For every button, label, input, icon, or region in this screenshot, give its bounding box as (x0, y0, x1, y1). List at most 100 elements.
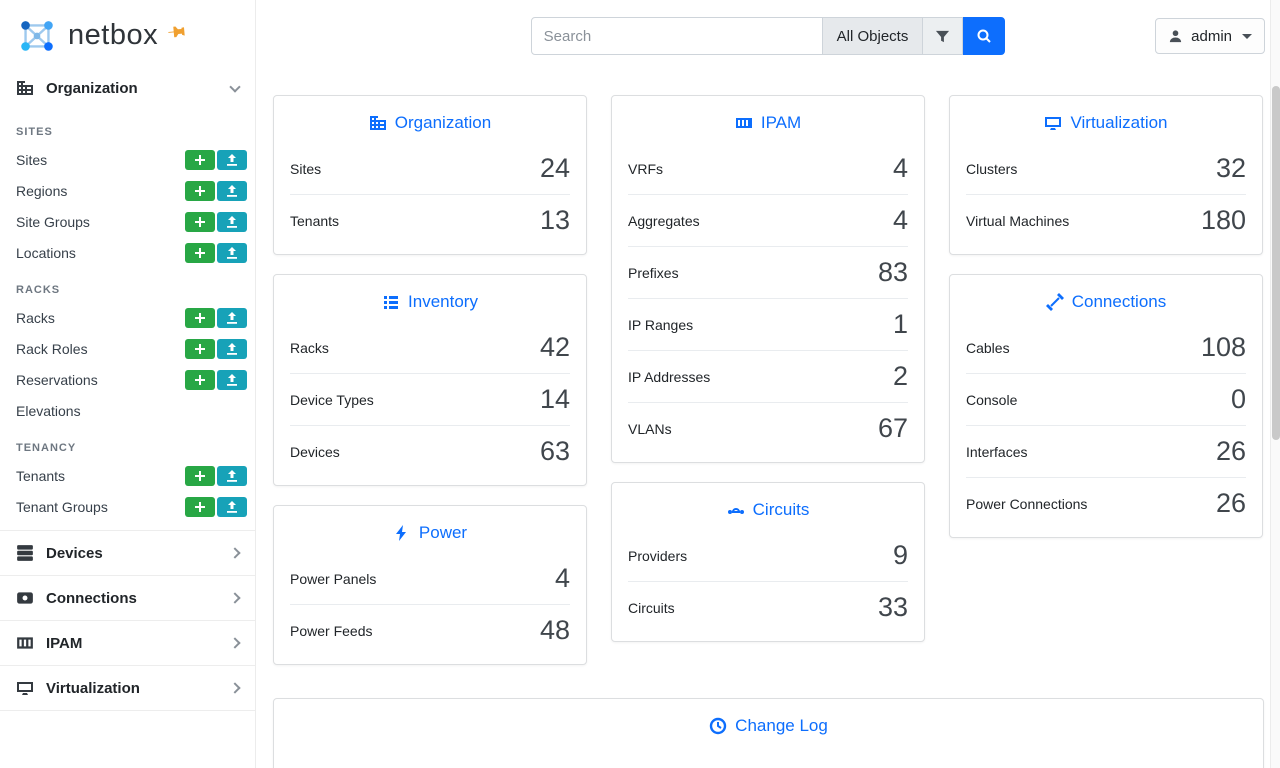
sidebar-item-locations[interactable]: Locations (0, 237, 255, 268)
add-button[interactable] (185, 242, 215, 263)
sidebar-item-racks[interactable]: Racks (0, 302, 255, 333)
sidebar-menu-virtualization[interactable]: Virtualization (0, 665, 255, 711)
search-scope-button[interactable]: All Objects (822, 17, 924, 55)
add-button[interactable] (185, 211, 215, 232)
stat-label[interactable]: Tenants (290, 212, 340, 229)
add-button[interactable] (185, 149, 215, 170)
stat-label[interactable]: Power Panels (290, 570, 377, 587)
add-button[interactable] (185, 180, 215, 201)
add-button[interactable] (185, 465, 215, 486)
stat-value[interactable]: 9 (892, 540, 908, 570)
import-button[interactable] (217, 180, 247, 201)
stat-label[interactable]: Virtual Machines (966, 212, 1070, 229)
stat-value[interactable]: 2 (892, 361, 908, 391)
import-button[interactable] (217, 242, 247, 263)
pin-sidebar-button[interactable] (168, 24, 186, 40)
stat-value[interactable]: 42 (539, 332, 570, 362)
filter-button[interactable] (923, 17, 964, 55)
stat-value[interactable]: 26 (1215, 488, 1246, 518)
stat-label[interactable]: Power Connections (966, 495, 1088, 512)
sidebar-item-rack-roles[interactable]: Rack Roles (0, 333, 255, 364)
stat-label[interactable]: Devices (290, 443, 340, 460)
sidebar-item-label[interactable]: Sites (16, 151, 48, 168)
sidebar-menu-devices[interactable]: Devices (0, 530, 255, 575)
search-input[interactable] (530, 17, 823, 55)
scrollbar[interactable] (1270, 0, 1280, 768)
stat-label[interactable]: Racks (290, 339, 329, 356)
brand-name[interactable]: netbox (68, 18, 159, 51)
scrollbar-thumb[interactable] (1272, 86, 1280, 440)
sidebar-item-label[interactable]: Racks (16, 309, 55, 326)
stat-value[interactable]: 4 (892, 153, 908, 183)
stat-label[interactable]: Device Types (290, 391, 374, 408)
card-circuits-title[interactable]: Circuits (612, 483, 924, 530)
stat-value[interactable]: 48 (539, 615, 570, 645)
import-button[interactable] (217, 338, 247, 359)
import-button[interactable] (217, 465, 247, 486)
stat-label[interactable]: Interfaces (966, 443, 1028, 460)
stat-label[interactable]: Prefixes (628, 264, 679, 281)
card-ipam-title[interactable]: IPAM (612, 96, 924, 143)
sidebar-item-sites[interactable]: Sites (0, 144, 255, 175)
import-button[interactable] (217, 211, 247, 232)
sidebar-item-label[interactable]: Reservations (16, 371, 98, 388)
stat-label[interactable]: VRFs (628, 160, 663, 177)
stat-value[interactable]: 4 (892, 205, 908, 235)
card-changelog-title[interactable]: Change Log (274, 699, 1263, 746)
stat-label[interactable]: Aggregates (628, 212, 700, 229)
card-connections-title[interactable]: Connections (950, 275, 1262, 322)
add-button[interactable] (185, 496, 215, 517)
add-button[interactable] (185, 338, 215, 359)
sidebar-item-label[interactable]: Regions (16, 182, 68, 199)
stat-value[interactable]: 33 (877, 592, 908, 622)
sidebar-menu-organization[interactable]: Organization (0, 66, 255, 110)
sidebar-item-regions[interactable]: Regions (0, 175, 255, 206)
stat-label[interactable]: Console (966, 391, 1018, 408)
card-power-title[interactable]: Power (274, 506, 586, 553)
stat-value[interactable]: 32 (1215, 153, 1246, 183)
import-button[interactable] (217, 369, 247, 390)
sidebar-item-elevations[interactable]: Elevations (0, 395, 255, 426)
add-button[interactable] (185, 369, 215, 390)
add-button[interactable] (185, 307, 215, 328)
card-organization-title[interactable]: Organization (274, 96, 586, 143)
card-virtualization-title[interactable]: Virtualization (950, 96, 1262, 143)
stat-value[interactable]: 180 (1200, 205, 1246, 235)
stat-value[interactable]: 83 (877, 257, 908, 287)
import-button[interactable] (217, 496, 247, 517)
stat-value[interactable]: 14 (539, 384, 570, 414)
stat-value[interactable]: 1 (892, 309, 908, 339)
stat-value[interactable]: 4 (554, 563, 570, 593)
stat-value[interactable]: 26 (1215, 436, 1246, 466)
stat-value[interactable]: 13 (539, 205, 570, 235)
stat-value[interactable]: 63 (539, 436, 570, 466)
sidebar-menu-connections[interactable]: Connections (0, 575, 255, 620)
sidebar-item-site-groups[interactable]: Site Groups (0, 206, 255, 237)
stat-label[interactable]: VLANs (628, 420, 672, 437)
stat-label[interactable]: Clusters (966, 160, 1018, 177)
card-inventory-title[interactable]: Inventory (274, 275, 586, 322)
stat-label[interactable]: Circuits (628, 599, 675, 616)
user-menu-button[interactable]: admin (1155, 18, 1265, 54)
import-button[interactable] (217, 149, 247, 170)
sidebar-item-label[interactable]: Tenant Groups (16, 498, 108, 515)
search-submit-button[interactable] (963, 17, 1006, 55)
sidebar-menu-ipam[interactable]: IPAM (0, 620, 255, 665)
stat-label[interactable]: Providers (628, 547, 688, 564)
sidebar-item-tenant-groups[interactable]: Tenant Groups (0, 491, 255, 522)
stat-label[interactable]: Power Feeds (290, 622, 373, 639)
stat-label[interactable]: Sites (290, 160, 322, 177)
stat-label[interactable]: IP Ranges (628, 316, 694, 333)
stat-value[interactable]: 108 (1200, 332, 1246, 362)
sidebar-item-label[interactable]: Site Groups (16, 213, 90, 230)
sidebar-item-reservations[interactable]: Reservations (0, 364, 255, 395)
stat-value[interactable]: 67 (877, 413, 908, 443)
sidebar-item-label[interactable]: Tenants (16, 467, 66, 484)
stat-label[interactable]: Cables (966, 339, 1010, 356)
sidebar-item-tenants[interactable]: Tenants (0, 460, 255, 491)
stat-label[interactable]: IP Addresses (628, 368, 711, 385)
sidebar-item-label[interactable]: Locations (16, 244, 76, 261)
stat-value[interactable]: 0 (1230, 384, 1246, 414)
sidebar-item-label[interactable]: Elevations (16, 402, 81, 419)
import-button[interactable] (217, 307, 247, 328)
